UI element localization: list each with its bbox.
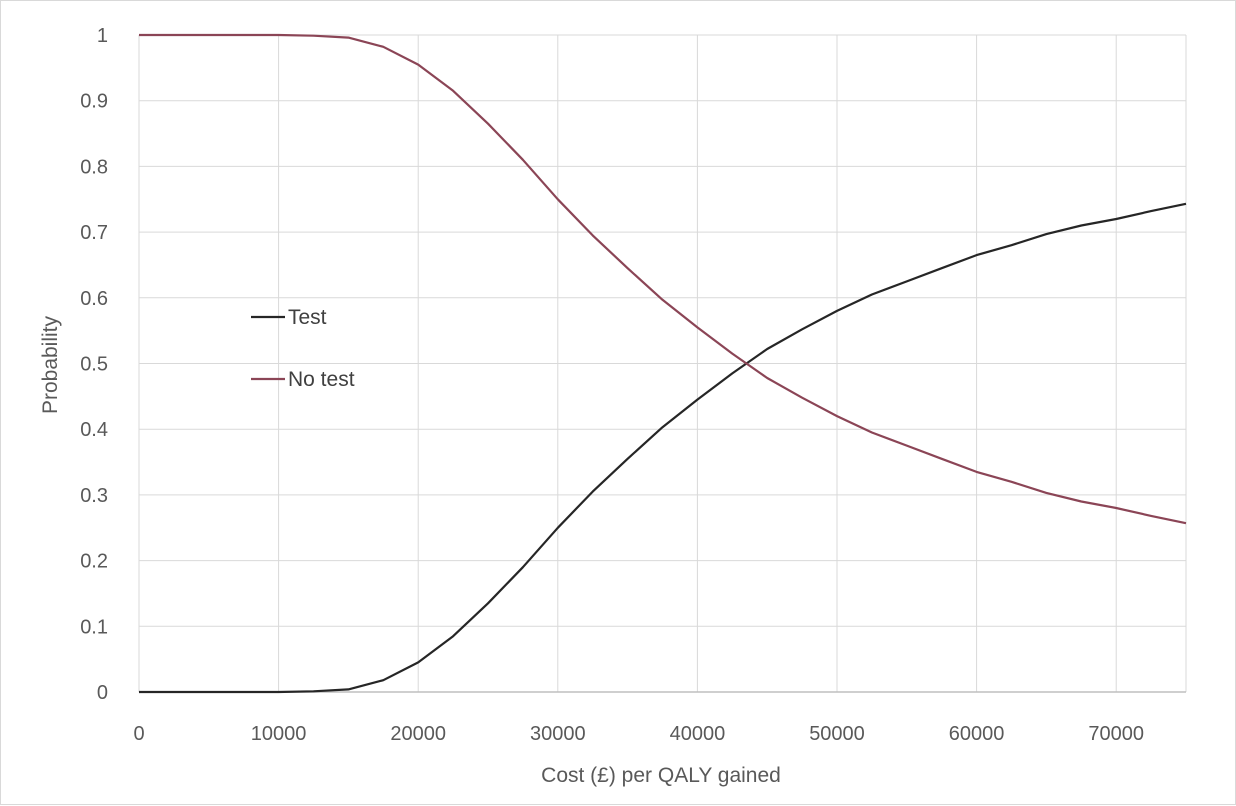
legend: Test No test (251, 306, 355, 391)
y-tick-labels: 0 0.1 0.2 0.3 0.4 0.5 0.6 0.7 0.8 0.9 1 (80, 25, 108, 704)
x-tick-label: 70000 (1088, 723, 1144, 745)
x-tick-label: 30000 (530, 723, 586, 745)
y-tick-label: 0.4 (80, 419, 108, 441)
x-tick-label: 20000 (390, 723, 446, 745)
x-tick-label: 0 (133, 723, 144, 745)
y-tick-label: 0.7 (80, 222, 108, 244)
x-tick-labels: 0 10000 20000 30000 40000 50000 60000 70000 (133, 723, 1144, 745)
y-tick-label: 0.3 (80, 485, 108, 507)
y-tick-label: 0.1 (80, 616, 108, 638)
y-tick-label: 0.9 (80, 91, 108, 113)
y-tick-label: 1 (97, 25, 108, 47)
gridlines (138, 34, 1187, 693)
series-line-test (139, 202, 1187, 694)
y-tick-label: 0.6 (80, 288, 108, 310)
y-tick-label: 0 (97, 682, 108, 704)
series-lines (139, 33, 1187, 694)
y-tick-label: 0.2 (80, 551, 108, 573)
x-tick-label: 40000 (670, 723, 726, 745)
x-tick-label: 10000 (251, 723, 307, 745)
legend-label-test: Test (288, 306, 327, 329)
y-axis-title: Probability (39, 315, 62, 414)
y-tick-label: 0.8 (80, 156, 108, 178)
x-axis-title: Cost (£) per QALY gained (541, 764, 781, 787)
x-tick-label: 60000 (949, 723, 1005, 745)
legend-label-no-test: No test (288, 368, 355, 391)
y-tick-label: 0.5 (80, 354, 108, 376)
x-tick-label: 50000 (809, 723, 865, 745)
series-line-no-test (139, 33, 1187, 525)
